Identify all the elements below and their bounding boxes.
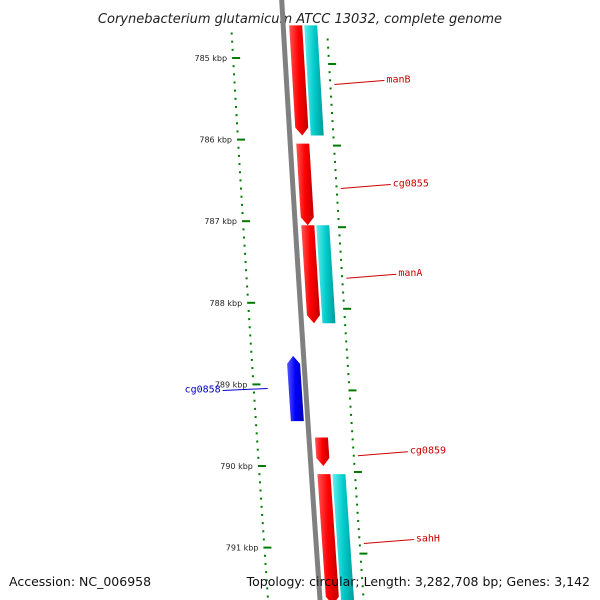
gene-cg0855[interactable]: [296, 143, 314, 226]
gene-label-leader: [334, 79, 385, 85]
tick-label: 786 kbp: [199, 136, 232, 145]
tick-label: 787 kbp: [204, 217, 237, 226]
cds-manA[interactable]: [316, 225, 336, 324]
gene-manB[interactable]: [289, 25, 309, 136]
tick-label: 788 kbp: [210, 299, 243, 308]
tick-layer: 785 kbp 786 kbp 787 kbp 788 kbp 789 kbp 790 k…: [194, 32, 368, 598]
gene-cg0858[interactable]: [287, 355, 304, 422]
cds-sahH[interactable]: [332, 474, 355, 600]
gene-label[interactable]: manA: [398, 268, 422, 279]
topology-text: Topology: circular; Length: 3,282,708 bp…: [246, 574, 590, 589]
genome-backbone: [279, 0, 323, 600]
gene-label[interactable]: cg0859: [410, 446, 446, 457]
gene-label-leader: [340, 183, 391, 189]
gene-label[interactable]: cg0855: [393, 178, 429, 189]
accession-text: Accession: NC_006958: [9, 574, 151, 589]
cds-manB[interactable]: [304, 25, 324, 136]
backbone-layer: [279, 0, 323, 600]
tick-label: 785 kbp: [194, 54, 227, 63]
gene-sahH[interactable]: [317, 474, 339, 600]
gene-label[interactable]: manB: [386, 74, 410, 85]
tick-label: 791 kbp: [226, 544, 259, 553]
genes-layer: [287, 25, 355, 600]
tick-label: 789 kbp: [215, 380, 248, 389]
gene-label-leader: [222, 387, 268, 391]
gene-label[interactable]: sahH: [416, 533, 440, 544]
gene-cg0859[interactable]: [314, 437, 330, 466]
gene-label[interactable]: cg0858: [185, 384, 221, 395]
gene-label-leader: [357, 451, 408, 457]
labels-layer: manB cg0855 manA cg0858 cg0859 sahH: [185, 74, 446, 544]
gene-label-leader: [346, 273, 397, 279]
gene-manA[interactable]: [301, 225, 320, 324]
map-title: Corynebacterium glutamicum ATCC 13032, c…: [98, 12, 502, 27]
gene-label-leader: [363, 538, 414, 544]
tick-label: 790 kbp: [220, 462, 253, 471]
